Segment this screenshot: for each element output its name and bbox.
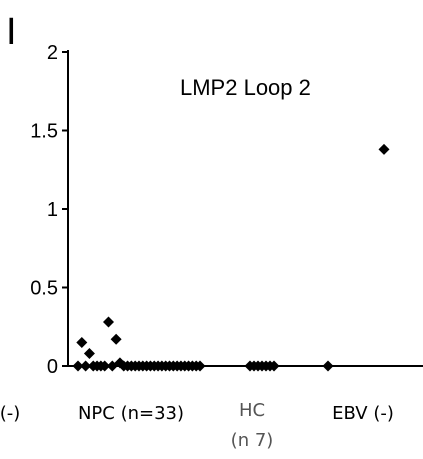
x-axis-category-labels: (-) NPC (n=33) HC (n 7) EBV (-) — [0, 400, 394, 451]
x-category-sublabel: (n 7) — [231, 430, 274, 451]
y-tick-label: 1 — [47, 199, 58, 221]
y-tick-label: 2 — [47, 42, 58, 64]
data-point — [194, 360, 206, 372]
data-point — [268, 360, 280, 372]
data-points — [72, 143, 390, 372]
data-point — [322, 360, 334, 372]
x-category-label: EBV (-) — [332, 403, 394, 424]
y-tick-label: 0 — [47, 356, 58, 378]
y-axis-ticks: 0 0.5 1 1.5 2 — [30, 42, 68, 378]
data-point — [72, 360, 84, 372]
data-point — [378, 143, 390, 155]
chart-title: LMP2 Loop 2 — [180, 75, 311, 100]
data-point — [99, 360, 111, 372]
x-category-label: HC — [239, 400, 265, 421]
data-point — [76, 336, 88, 348]
x-category-label: NPC (n=33) — [78, 403, 184, 424]
data-point — [103, 316, 114, 328]
y-tick-label: 1.5 — [30, 121, 58, 143]
panel-label: I — [6, 11, 17, 53]
data-point — [110, 333, 122, 345]
x-category-label: (-) — [0, 403, 20, 424]
y-tick-label: 0.5 — [30, 278, 58, 300]
data-point — [83, 347, 95, 359]
data-point — [80, 360, 92, 372]
